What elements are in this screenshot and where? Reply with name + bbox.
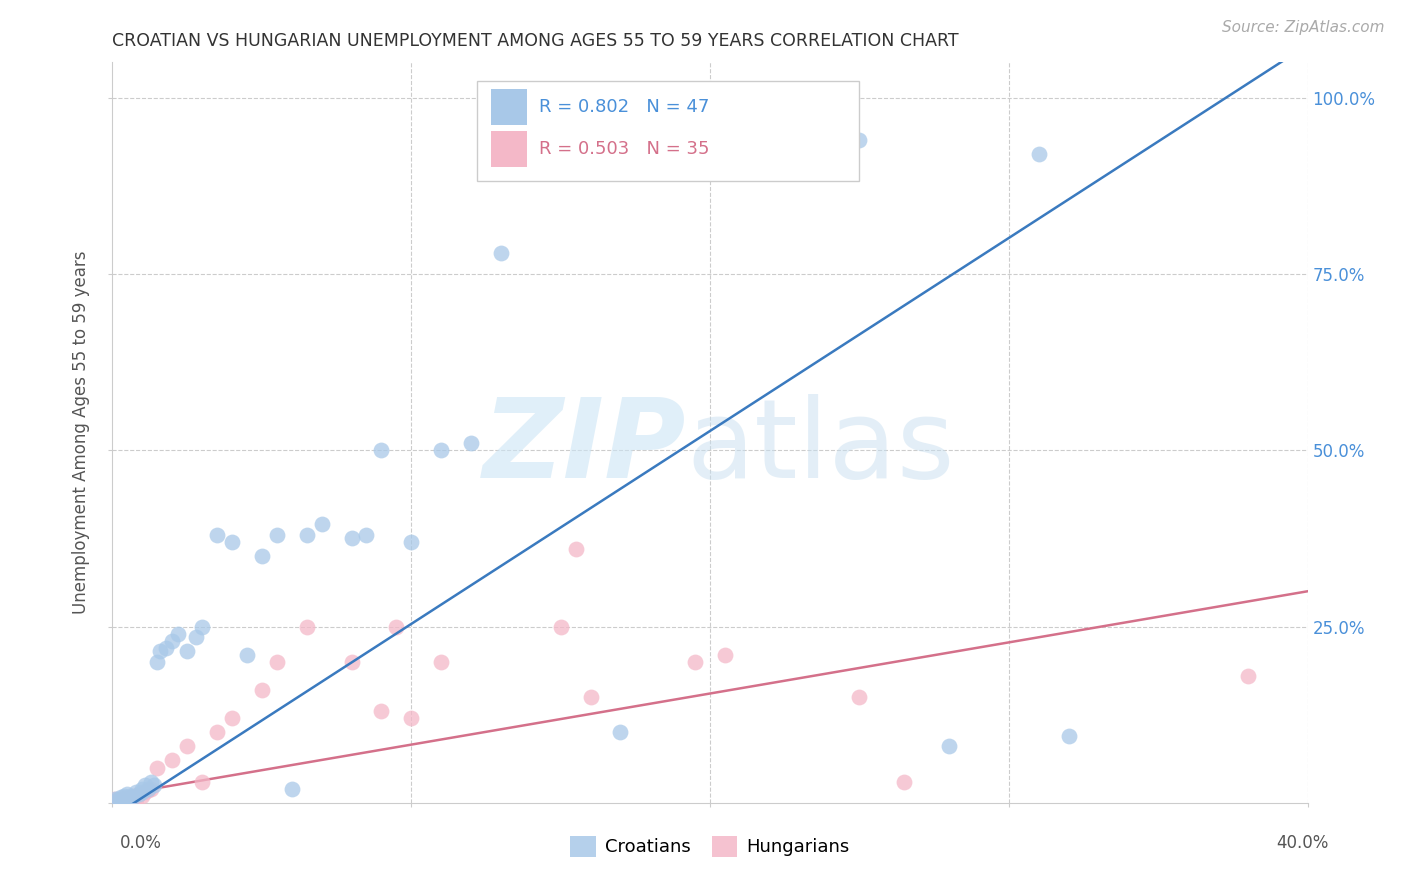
Point <box>430 443 453 458</box>
Point <box>250 683 273 698</box>
Point <box>125 791 148 805</box>
Point <box>138 781 160 796</box>
Point <box>186 630 208 644</box>
Point <box>221 711 243 725</box>
Point <box>120 790 142 805</box>
Text: 0.0%: 0.0% <box>120 834 162 852</box>
Point <box>131 781 153 796</box>
Point <box>683 655 706 669</box>
Point <box>609 725 631 739</box>
Point <box>401 711 423 725</box>
Point <box>110 791 132 805</box>
Point <box>893 774 915 789</box>
Point <box>385 619 408 633</box>
Text: 40.0%: 40.0% <box>1277 834 1329 852</box>
Text: R = 0.802   N = 47: R = 0.802 N = 47 <box>538 98 710 116</box>
Point <box>167 626 190 640</box>
Point <box>122 789 145 803</box>
Point <box>134 785 156 799</box>
Point <box>117 790 139 805</box>
Point <box>1237 669 1260 683</box>
Text: atlas: atlas <box>686 394 955 501</box>
Point <box>117 792 139 806</box>
Point <box>114 792 135 806</box>
Point <box>564 541 586 556</box>
Point <box>401 535 423 549</box>
Point <box>550 619 572 633</box>
Point <box>191 619 214 633</box>
Point <box>221 535 243 549</box>
Point <box>1057 729 1080 743</box>
Text: ZIP: ZIP <box>482 394 686 501</box>
Point <box>356 528 378 542</box>
Point <box>340 532 363 546</box>
Point <box>266 655 288 669</box>
Point <box>340 655 363 669</box>
FancyBboxPatch shape <box>477 81 859 181</box>
Point <box>162 633 183 648</box>
Point <box>138 783 160 797</box>
Point <box>176 644 198 658</box>
Point <box>295 528 318 542</box>
Point <box>110 790 132 805</box>
Point <box>579 140 602 154</box>
Point <box>579 690 602 704</box>
Point <box>848 133 870 147</box>
Point <box>146 760 169 774</box>
Y-axis label: Unemployment Among Ages 55 to 59 years: Unemployment Among Ages 55 to 59 years <box>72 251 90 615</box>
Point <box>128 788 150 802</box>
Point <box>104 792 127 806</box>
Text: CROATIAN VS HUNGARIAN UNEMPLOYMENT AMONG AGES 55 TO 59 YEARS CORRELATION CHART: CROATIAN VS HUNGARIAN UNEMPLOYMENT AMONG… <box>112 32 959 50</box>
Text: Source: ZipAtlas.com: Source: ZipAtlas.com <box>1222 20 1385 35</box>
Point <box>107 791 129 805</box>
Point <box>141 781 163 796</box>
Point <box>489 245 512 260</box>
Point <box>162 754 183 768</box>
Point <box>1028 147 1050 161</box>
Point <box>120 789 142 803</box>
Point <box>131 789 153 803</box>
Text: R = 0.503   N = 35: R = 0.503 N = 35 <box>538 140 710 158</box>
Point <box>266 528 288 542</box>
Point <box>131 785 153 799</box>
Point <box>143 778 166 792</box>
Point <box>311 517 333 532</box>
Point <box>104 792 127 806</box>
Point <box>128 788 150 802</box>
Point <box>125 785 148 799</box>
Point <box>141 774 163 789</box>
Point <box>107 793 129 807</box>
Point <box>205 528 228 542</box>
Point <box>114 789 135 803</box>
Point <box>938 739 960 754</box>
Point <box>236 648 259 662</box>
Bar <box>491 131 527 167</box>
Point <box>430 655 453 669</box>
Point <box>370 443 392 458</box>
Point <box>281 781 304 796</box>
Point <box>149 644 172 658</box>
Legend: Croatians, Hungarians: Croatians, Hungarians <box>564 829 856 864</box>
Bar <box>491 89 527 125</box>
Point <box>155 640 177 655</box>
Point <box>205 725 228 739</box>
Point <box>110 793 132 807</box>
Point <box>191 774 214 789</box>
Point <box>370 704 392 718</box>
Point <box>122 790 145 805</box>
Point <box>114 790 135 805</box>
Point <box>848 690 870 704</box>
Point <box>295 619 318 633</box>
Point <box>117 788 139 802</box>
Point <box>176 739 198 754</box>
Point <box>134 778 156 792</box>
Point <box>714 648 737 662</box>
Point <box>146 655 169 669</box>
Point <box>250 549 273 563</box>
Point <box>460 436 482 450</box>
